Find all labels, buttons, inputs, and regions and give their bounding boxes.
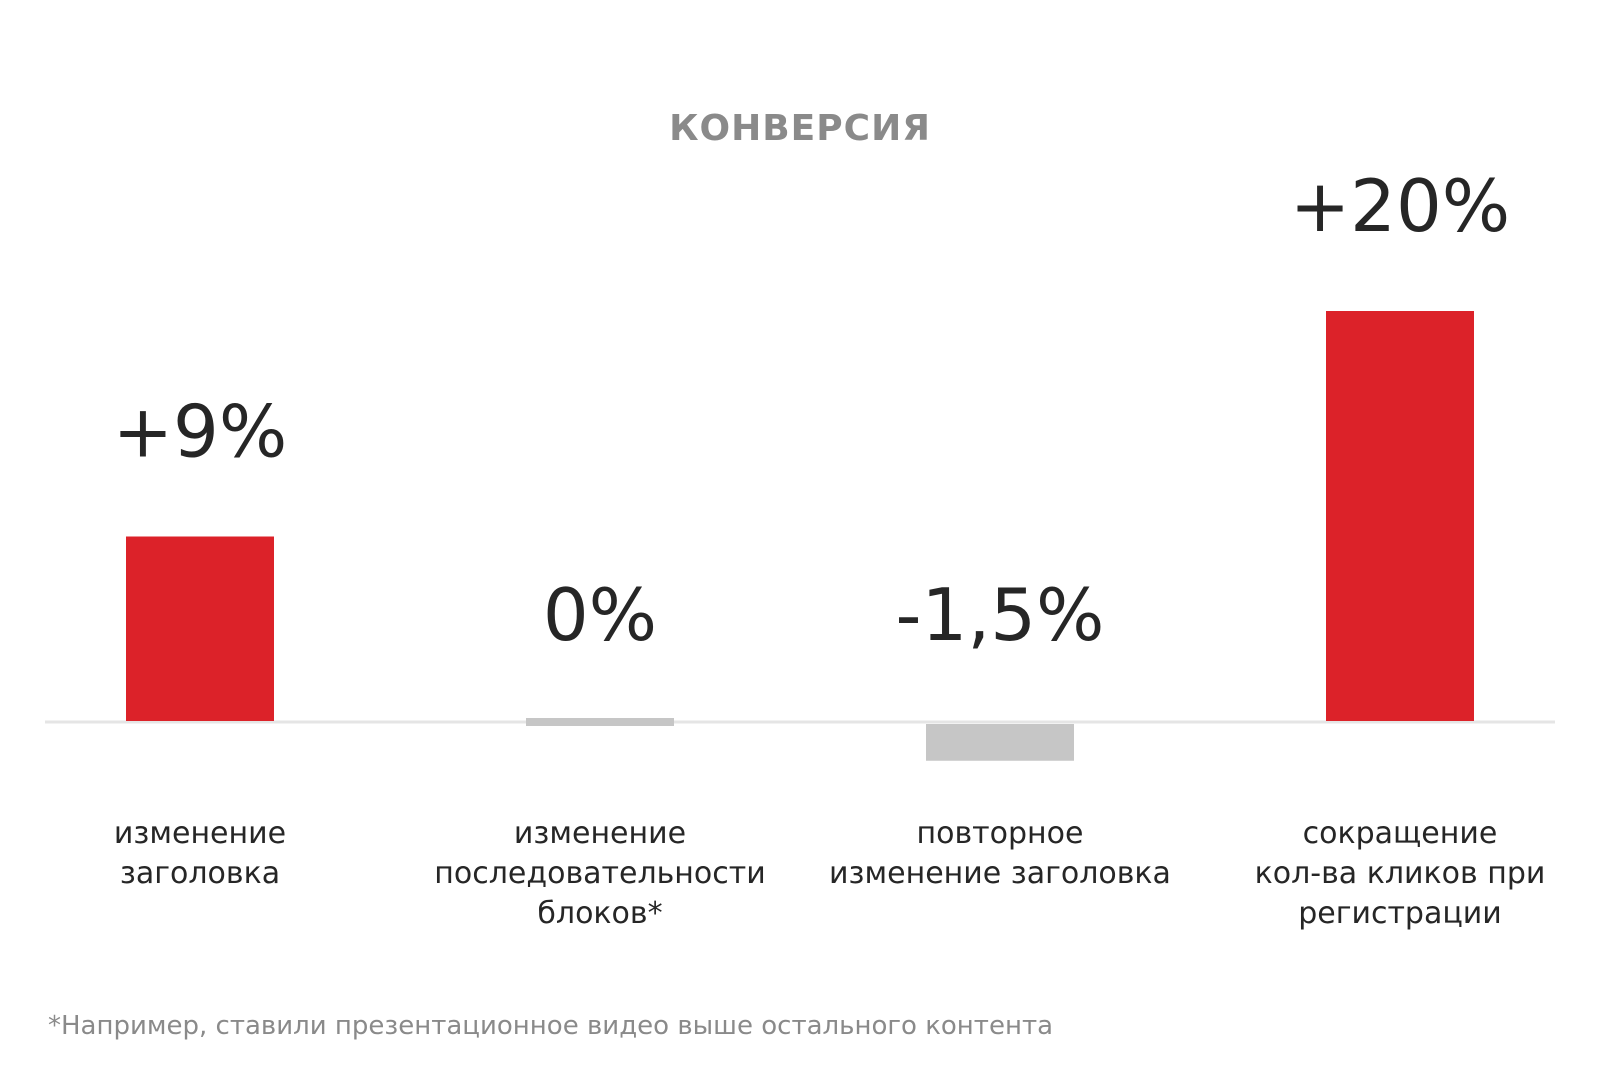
- value-label-1: +9%: [113, 390, 288, 474]
- category-label-line: сокращение: [1303, 816, 1498, 851]
- category-label-line: кол-ва кликов при: [1255, 856, 1546, 891]
- category-label-line: блоков*: [537, 896, 662, 931]
- value-label-3: -1,5%: [896, 573, 1105, 657]
- bar-2: [526, 718, 674, 726]
- category-label-3: повторное изменение заголовка: [829, 816, 1171, 891]
- value-labels-group: +9% 0% -1,5% +20%: [113, 164, 1510, 657]
- category-label-line: заголовка: [120, 856, 280, 891]
- category-label-line: изменение: [514, 816, 686, 851]
- bars-group: [126, 311, 1474, 761]
- bar-1: [126, 536, 274, 721]
- category-label-line: регистрации: [1298, 896, 1502, 931]
- category-labels-group: изменение заголовка изменение последователь…: [114, 816, 1545, 931]
- category-label-line: изменение: [114, 816, 286, 851]
- value-label-2: 0%: [543, 573, 657, 657]
- category-label-line: повторное: [917, 816, 1084, 851]
- bar-3: [926, 724, 1074, 761]
- footnote: *Например, ставили презентационное видео…: [48, 1011, 1053, 1041]
- chart-title: КОНВЕРСИЯ: [669, 108, 931, 149]
- bar-4: [1326, 311, 1474, 721]
- category-label-line: изменение заголовка: [829, 856, 1171, 891]
- category-label-line: последовательности: [434, 856, 765, 891]
- category-label-4: сокращение кол-ва кликов при регистрации: [1255, 816, 1546, 931]
- value-label-4: +20%: [1290, 164, 1510, 248]
- category-label-2: изменение последовательности блоков*: [434, 816, 765, 931]
- category-label-1: изменение заголовка: [114, 816, 286, 891]
